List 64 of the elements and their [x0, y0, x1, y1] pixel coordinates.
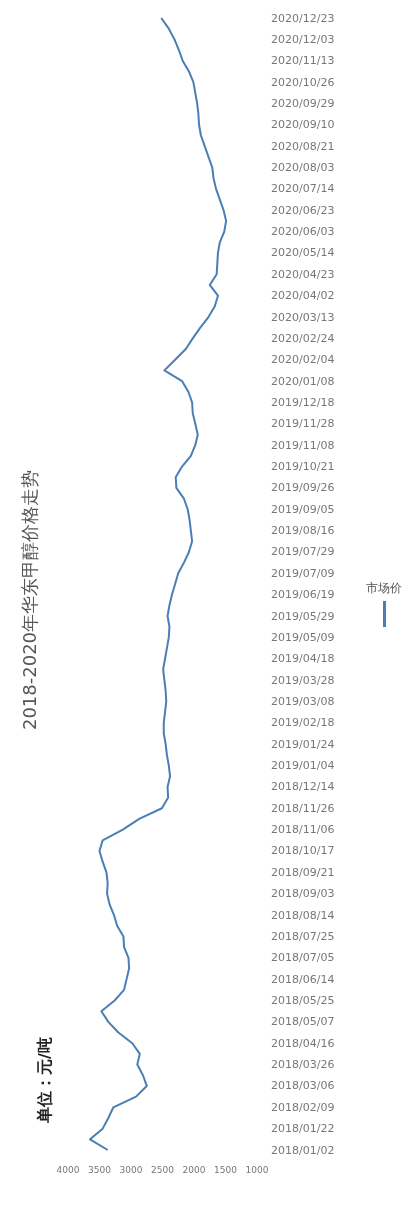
y-tick-label: 2018/09/21 — [271, 865, 335, 879]
y-tick-label: 2020/06/03 — [271, 225, 335, 239]
y-tick-label: 2018/07/25 — [271, 929, 335, 943]
x-tick-label: 1500 — [214, 1165, 238, 1175]
x-tick-label: 1000 — [245, 1165, 269, 1175]
y-tick-label: 2020/12/03 — [271, 32, 335, 46]
y-tick-label: 2019/05/09 — [271, 630, 335, 644]
y-tick-label: 2020/01/08 — [271, 374, 335, 388]
x-tick-label: 2500 — [151, 1165, 175, 1175]
y-tick-label: 2020/03/13 — [271, 310, 335, 324]
y-tick-label: 2020/11/13 — [271, 54, 335, 68]
y-tick-label: 2019/03/28 — [271, 673, 335, 687]
y-tick-label: 2018/01/22 — [271, 1122, 335, 1136]
y-tick-label: 2018/10/17 — [271, 844, 335, 858]
y-tick-label: 2020/02/04 — [271, 353, 335, 367]
y-tick-label: 2020/02/24 — [271, 331, 335, 345]
y-tick-label: 2018/11/06 — [271, 823, 335, 837]
y-tick-label: 2020/09/29 — [271, 96, 335, 110]
y-tick-label: 2019/06/19 — [271, 588, 335, 602]
y-tick-label: 2018/05/07 — [271, 1015, 335, 1029]
y-tick-label: 2020/04/23 — [271, 267, 335, 281]
y-tick-label: 2018/09/03 — [271, 887, 335, 901]
y-tick-label: 2018/06/14 — [271, 972, 335, 986]
y-tick-label: 2018/07/05 — [271, 951, 335, 965]
y-tick-label: 2020/12/23 — [271, 11, 335, 25]
y-tick-label: 2018/08/14 — [271, 908, 335, 922]
y-tick-label: 2019/07/09 — [271, 566, 335, 580]
y-tick-label: 2019/09/05 — [271, 502, 335, 516]
y-tick-label: 2019/12/18 — [271, 395, 335, 409]
x-tick-label: 3000 — [119, 1165, 143, 1175]
y-tick-label: 2020/08/21 — [271, 139, 335, 153]
y-tick-label: 2019/11/08 — [271, 438, 335, 452]
y-tick-label: 2020/07/14 — [271, 182, 335, 196]
y-tick-label: 2018/01/02 — [271, 1143, 335, 1157]
y-tick-label: 2019/08/16 — [271, 524, 335, 538]
y-tick-label: 2020/05/14 — [271, 246, 335, 260]
y-tick-label: 2018/02/09 — [271, 1100, 335, 1114]
y-tick-label: 2020/04/02 — [271, 289, 335, 303]
y-tick-label: 2019/05/29 — [271, 609, 335, 623]
x-tick-label: 4000 — [56, 1165, 80, 1175]
y-tick-label: 2020/09/10 — [271, 118, 335, 132]
y-tick-label: 2018/12/14 — [271, 780, 335, 794]
y-tick-label: 2019/01/04 — [271, 759, 335, 773]
y-tick-label: 2019/03/08 — [271, 694, 335, 708]
y-tick-label: 2019/01/24 — [271, 737, 335, 751]
x-tick-label: 3500 — [88, 1165, 112, 1175]
text: 2018-2020年华东甲醇价格走势 — [18, 468, 41, 733]
y-tick-label: 2018/05/25 — [271, 993, 335, 1007]
y-tick-label: 2018/03/06 — [271, 1079, 335, 1093]
y-tick-label: 2018/04/16 — [271, 1036, 335, 1050]
y-tick-label: 2019/07/29 — [271, 545, 335, 559]
y-tick-label: 2018/03/26 — [271, 1058, 335, 1072]
y-tick-label: 2019/02/18 — [271, 716, 335, 730]
y-tick-label: 2020/10/26 — [271, 75, 335, 89]
y-tick-label: 2018/11/26 — [271, 801, 335, 815]
text: 市场价 — [366, 579, 402, 597]
y-tick-label: 2019/10/21 — [271, 460, 335, 474]
y-tick-label: 2019/04/18 — [271, 652, 335, 666]
x-tick-label: 2000 — [182, 1165, 206, 1175]
y-tick-label: 2020/08/03 — [271, 161, 335, 175]
y-tick-label: 2020/06/23 — [271, 203, 335, 217]
text: 单位：元/吨 — [34, 1036, 55, 1125]
y-tick-label: 2019/11/28 — [271, 417, 335, 431]
y-tick-label: 2019/09/26 — [271, 481, 335, 495]
